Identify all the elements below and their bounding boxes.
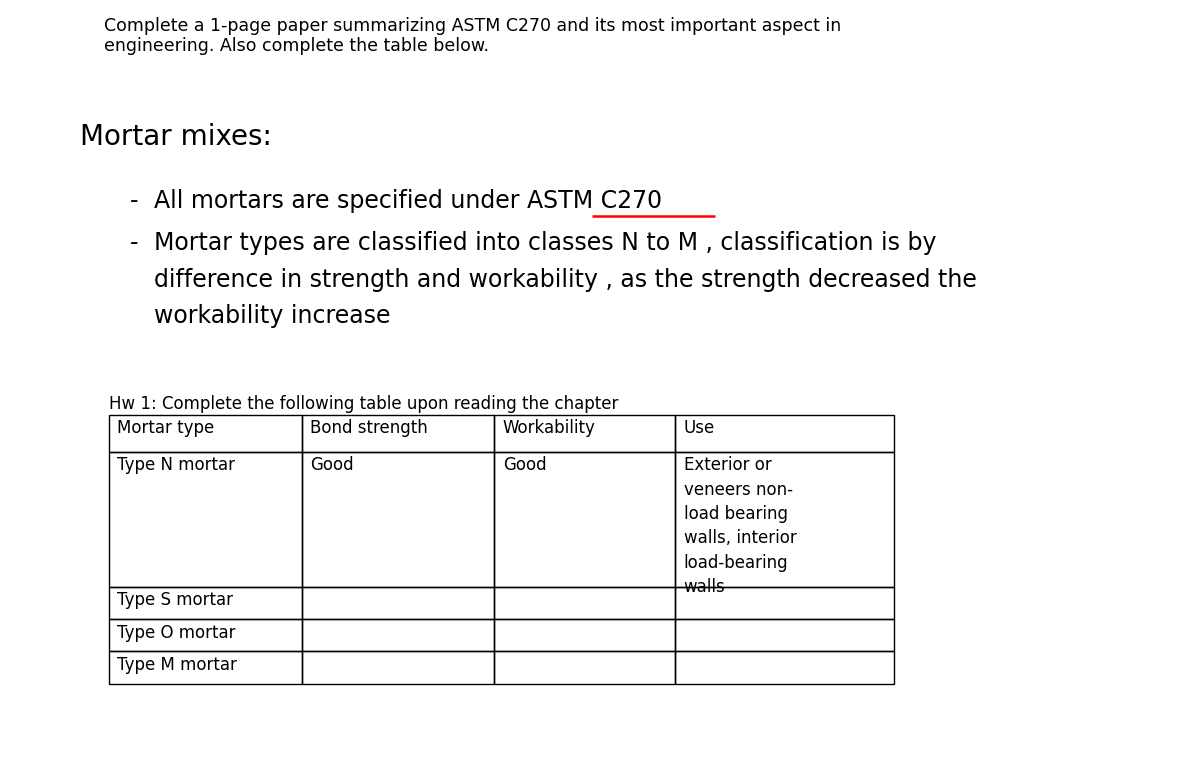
Text: Use: Use: [684, 419, 715, 437]
Text: Type O mortar: Type O mortar: [117, 624, 235, 641]
Text: All mortars are specified under ASTM C270: All mortars are specified under ASTM C27…: [154, 189, 662, 213]
Text: -: -: [130, 189, 138, 213]
Text: difference in strength and workability , as the strength decreased the: difference in strength and workability ,…: [154, 268, 977, 292]
Text: Mortar type: Mortar type: [117, 419, 214, 437]
Text: engineering. Also complete the table below.: engineering. Also complete the table bel…: [104, 37, 489, 55]
Text: Complete a 1-page paper summarizing ASTM C270 and its most important aspect in: Complete a 1-page paper summarizing ASTM…: [104, 17, 841, 35]
Text: Type S mortar: Type S mortar: [117, 591, 233, 609]
Text: Bond strength: Bond strength: [310, 419, 428, 437]
Text: Good: Good: [503, 456, 547, 474]
Text: Type N mortar: Type N mortar: [117, 456, 235, 474]
Text: Workability: Workability: [503, 419, 596, 437]
Text: Mortar mixes:: Mortar mixes:: [80, 123, 272, 151]
Text: -: -: [130, 231, 138, 255]
Text: Good: Good: [310, 456, 354, 474]
Text: Exterior or
veneers non-
load bearing
walls, interior
load-bearing
walls: Exterior or veneers non- load bearing wa…: [684, 456, 796, 596]
Text: Type M mortar: Type M mortar: [117, 656, 237, 674]
Text: Hw 1: Complete the following table upon reading the chapter: Hw 1: Complete the following table upon …: [109, 395, 619, 412]
Text: Mortar types are classified into classes N to M , classification is by: Mortar types are classified into classes…: [154, 231, 936, 255]
Text: workability increase: workability increase: [154, 305, 390, 328]
